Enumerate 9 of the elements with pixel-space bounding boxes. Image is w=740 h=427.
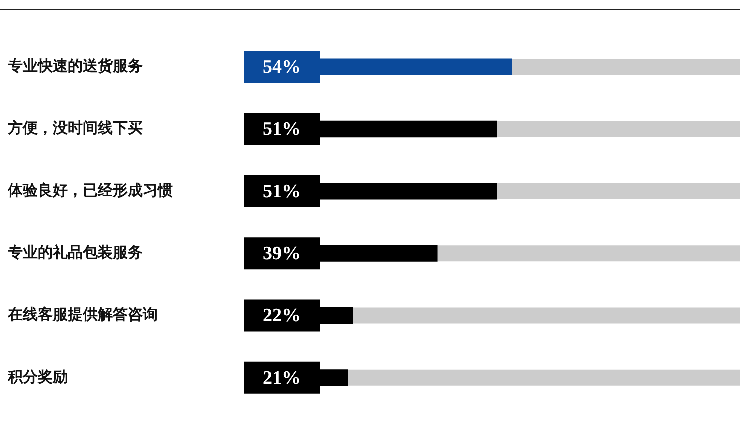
data-label: 54%	[263, 56, 301, 78]
y-tick-label: 积分奖励	[7, 368, 68, 386]
y-tick-label: 专业快速的送货服务	[7, 56, 143, 75]
y-tick-label: 专业的礼品包装服务	[7, 243, 143, 262]
y-tick-label: 在线客服提供解答咨询	[7, 306, 158, 324]
y-tick-label: 方便，没时间线下买	[7, 119, 143, 138]
data-label: 51%	[263, 119, 301, 140]
data-label: 39%	[263, 243, 301, 264]
data-label: 51%	[263, 181, 301, 202]
